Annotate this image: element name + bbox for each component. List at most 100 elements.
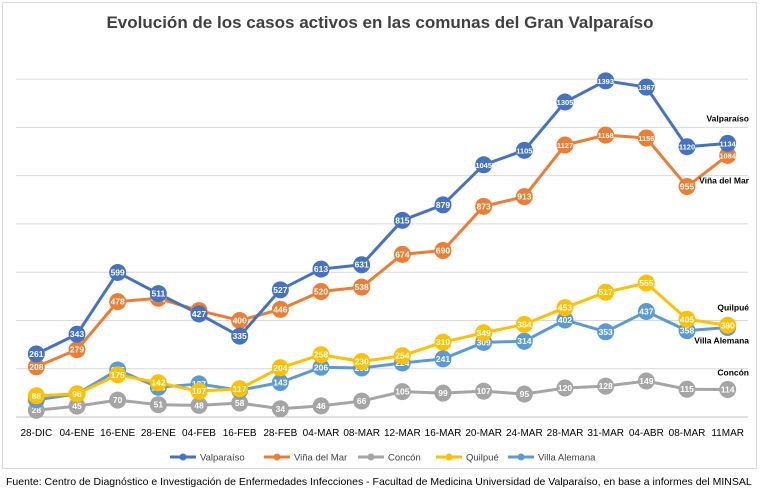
series-end-label: Villa Alemana (694, 335, 749, 345)
x-tick-label: 08-MAR (343, 428, 380, 439)
series-end-label: Valparaíso (706, 113, 749, 123)
data-label: 402 (558, 315, 572, 325)
data-point (353, 352, 371, 370)
data-point (434, 350, 452, 368)
data-label: 380 (721, 320, 735, 330)
data-label: 478 (111, 297, 125, 307)
legend-label: Villa Alemana (538, 453, 596, 464)
data-label: 206 (314, 362, 328, 372)
data-point (475, 324, 493, 342)
data-label: 34 (276, 404, 286, 414)
data-label: 115 (680, 384, 694, 394)
data-label: 175 (111, 370, 125, 380)
data-point (312, 260, 330, 278)
data-label: 349 (477, 328, 491, 338)
data-point (68, 325, 86, 343)
data-label: 314 (517, 336, 531, 346)
data-point (556, 379, 574, 397)
data-point (434, 241, 452, 259)
x-tick-label: 11MAR (711, 428, 744, 439)
data-point (271, 300, 289, 318)
data-point (678, 178, 696, 196)
x-tick-label: 04-FEB (182, 428, 216, 439)
data-point (190, 382, 208, 400)
data-label: 913 (517, 192, 531, 202)
data-label: 555 (639, 278, 653, 288)
data-label: 538 (355, 282, 369, 292)
series-end-label: Viña del Mar (699, 175, 750, 185)
x-tick-label: 28-FEB (263, 428, 297, 439)
data-point (556, 299, 574, 317)
data-point (719, 316, 737, 334)
data-label: 1156 (638, 134, 654, 143)
data-point (149, 285, 167, 303)
data-point (312, 346, 330, 364)
series-end-label: Quilpué (717, 302, 749, 312)
data-point (556, 136, 574, 154)
data-label: 405 (680, 314, 694, 324)
data-label: 1127 (557, 141, 573, 150)
data-label: 520 (314, 287, 328, 297)
data-point (678, 310, 696, 328)
data-label: 527 (273, 285, 287, 295)
legend-label: Valparaíso (200, 453, 245, 464)
data-label: 400 (233, 315, 247, 325)
data-point (27, 345, 45, 363)
chart-frame (2, 2, 757, 469)
data-label: 427 (192, 309, 206, 319)
data-label: 1105 (516, 146, 532, 155)
data-point (271, 281, 289, 299)
data-point (515, 188, 533, 206)
data-label: 142 (151, 378, 165, 388)
data-point (312, 397, 330, 415)
data-point (637, 372, 655, 390)
x-tick-label: 16-MAR (425, 428, 462, 439)
data-label: 105 (395, 387, 409, 397)
data-point (68, 397, 86, 415)
data-point (149, 374, 167, 392)
data-label: 1305 (557, 98, 574, 107)
data-point (190, 396, 208, 414)
data-point (637, 78, 655, 96)
data-point (556, 311, 574, 329)
data-label: 1393 (597, 77, 614, 86)
data-point (149, 396, 167, 414)
data-label: 128 (599, 381, 613, 391)
data-label: 335 (233, 331, 247, 341)
data-label: 690 (436, 245, 450, 255)
data-point (556, 93, 574, 111)
data-label: 117 (233, 384, 247, 394)
series-end-label: Concón (717, 367, 749, 377)
legend-marker (445, 453, 453, 461)
data-label: 241 (436, 354, 450, 364)
data-label: 45 (72, 401, 82, 411)
data-label: 149 (639, 376, 653, 386)
data-label: 613 (314, 264, 328, 274)
legend-marker (179, 453, 187, 461)
data-label: 279 (70, 345, 84, 355)
legend-label: Viña del Mar (294, 453, 347, 464)
data-label: 310 (436, 337, 450, 347)
data-label: 453 (558, 303, 572, 313)
data-point (515, 385, 533, 403)
data-label: 343 (70, 329, 84, 339)
series-line-2 (36, 379, 728, 412)
data-point (109, 293, 127, 311)
data-point (597, 323, 615, 341)
data-label: 28 (32, 405, 42, 415)
data-point (68, 385, 86, 403)
legend-marker (273, 453, 281, 461)
data-label: 95 (520, 389, 530, 399)
data-label: 599 (111, 267, 125, 277)
data-point (597, 126, 615, 144)
data-point (353, 392, 371, 410)
data-label: 815 (395, 215, 409, 225)
data-point (109, 391, 127, 409)
data-label: 1367 (638, 83, 655, 92)
data-point (597, 72, 615, 90)
data-point (637, 129, 655, 147)
data-point (719, 380, 737, 398)
data-label: 358 (680, 326, 694, 336)
data-label: 353 (599, 327, 613, 337)
